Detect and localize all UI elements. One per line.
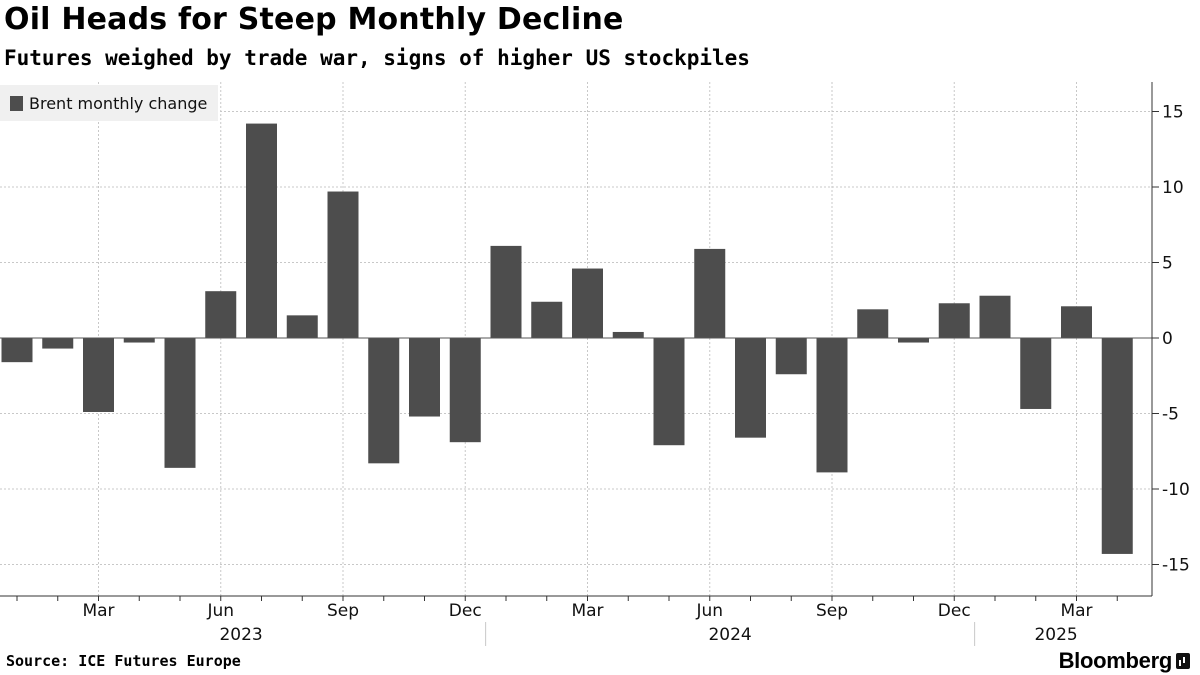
bar bbox=[123, 338, 155, 343]
legend-label: Brent monthly change bbox=[29, 93, 208, 113]
bar bbox=[572, 268, 603, 338]
x-tick-label: Jun bbox=[206, 601, 234, 621]
bloomberg-icon bbox=[1176, 653, 1190, 669]
bar bbox=[490, 245, 522, 338]
x-tick-label: Mar bbox=[82, 601, 114, 621]
bar bbox=[449, 338, 481, 443]
bar bbox=[1101, 338, 1133, 554]
y-tick-label: 15 bbox=[1162, 103, 1184, 123]
bar bbox=[612, 331, 644, 338]
x-tick-label: Mar bbox=[1060, 601, 1092, 621]
bar bbox=[205, 291, 237, 338]
bar bbox=[1061, 306, 1092, 338]
bar bbox=[83, 338, 114, 412]
y-tick-label: 5 bbox=[1162, 254, 1173, 274]
y-tick-label: 0 bbox=[1162, 329, 1173, 349]
source-note: Source: ICE Futures Europe bbox=[6, 652, 241, 670]
bar bbox=[164, 338, 196, 468]
bar bbox=[735, 338, 766, 438]
x-year-label: 2023 bbox=[219, 625, 262, 645]
bar bbox=[1020, 338, 1052, 409]
bar bbox=[246, 123, 277, 338]
bar bbox=[694, 248, 726, 338]
bar bbox=[531, 301, 563, 338]
x-year-label: 2024 bbox=[708, 625, 751, 645]
x-tick-label: Sep bbox=[816, 601, 848, 621]
x-tick-label: Sep bbox=[327, 601, 359, 621]
brand-logo: Bloomberg bbox=[1059, 648, 1190, 674]
x-tick-label: Dec bbox=[449, 601, 482, 621]
bar bbox=[368, 338, 400, 464]
y-tick-label: -15 bbox=[1162, 556, 1190, 576]
bar bbox=[1, 338, 33, 363]
bar bbox=[653, 338, 685, 446]
x-tick-label: Dec bbox=[938, 601, 971, 621]
chart-title: Oil Heads for Steep Monthly Decline bbox=[4, 2, 624, 37]
legend-swatch bbox=[10, 95, 23, 111]
bar bbox=[816, 338, 848, 473]
bar bbox=[42, 338, 74, 349]
bar bbox=[409, 338, 440, 417]
bar bbox=[286, 315, 318, 338]
y-tick-label: -5 bbox=[1162, 405, 1179, 425]
y-tick-label: -10 bbox=[1162, 480, 1190, 500]
bar bbox=[327, 191, 359, 338]
chart-subtitle: Futures weighed by trade war, signs of h… bbox=[4, 46, 750, 70]
y-tick-label: 10 bbox=[1162, 178, 1184, 198]
x-tick-label: Jun bbox=[695, 601, 723, 621]
x-year-label: 2025 bbox=[1034, 625, 1077, 645]
bar bbox=[898, 338, 929, 343]
x-tick-label: Mar bbox=[571, 601, 603, 621]
bar bbox=[857, 309, 889, 338]
brand-name: Bloomberg bbox=[1058, 648, 1173, 673]
bar bbox=[775, 338, 807, 375]
bar bbox=[938, 303, 970, 338]
bar bbox=[979, 295, 1011, 338]
legend: Brent monthly change bbox=[0, 85, 218, 121]
